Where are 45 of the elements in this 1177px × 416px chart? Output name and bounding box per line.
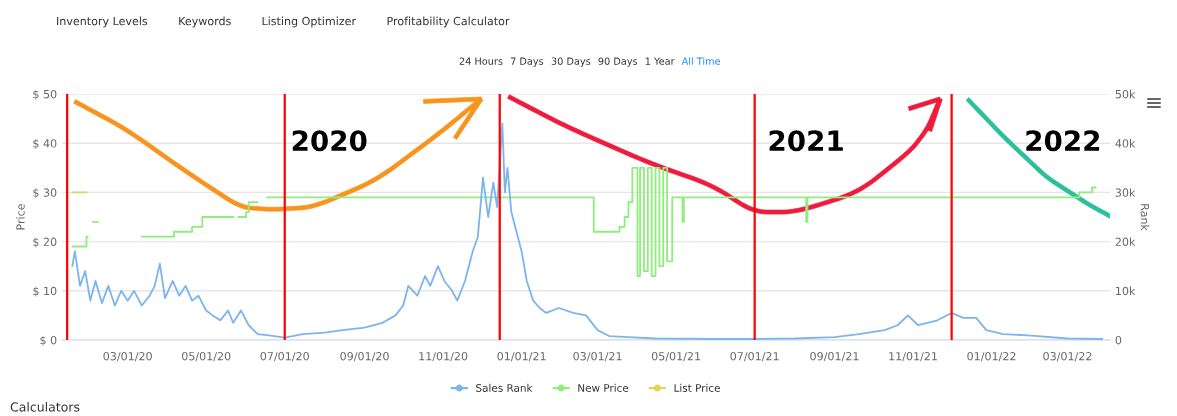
text: 90 Days bbox=[598, 57, 638, 67]
annotation: 2020 bbox=[292, 130, 367, 152]
x-tick-label: 03/01/21 bbox=[573, 352, 622, 362]
y2-tick-label: 0 bbox=[1115, 335, 1122, 345]
x-tick-label: 09/01/20 bbox=[340, 352, 389, 362]
y-axis-title: Price bbox=[16, 204, 25, 230]
x-tick-label: 11/01/21 bbox=[889, 352, 937, 362]
annotation: 2022 bbox=[1026, 130, 1100, 152]
y-tick-label: $ 0 bbox=[40, 335, 57, 346]
x-tick-label: 07/01/21 bbox=[730, 352, 779, 362]
line-series bbox=[71, 122, 1104, 340]
text: Keywords bbox=[179, 16, 231, 28]
text: 1 Year bbox=[645, 57, 675, 65]
y2-tick-label: 50k bbox=[1115, 89, 1136, 99]
text: Inventory Levels bbox=[57, 16, 148, 28]
y-tick-label: $ 30 bbox=[33, 188, 57, 199]
x-tick-label: 11/01/20 bbox=[419, 352, 468, 362]
y2-tick-label: 30k bbox=[1115, 188, 1136, 197]
x-tick-label: 05/01/21 bbox=[651, 352, 701, 362]
y-tick-label: $ 10 bbox=[33, 286, 57, 297]
y2-tick-label: 10k bbox=[1116, 286, 1136, 296]
y2-tick-label: 20k bbox=[1115, 237, 1136, 246]
text: Listing Optimizer bbox=[262, 16, 357, 28]
text: 7 Days bbox=[510, 57, 544, 67]
legend-label: List Price bbox=[674, 383, 720, 392]
x-tick-label: 01/01/22 bbox=[967, 352, 1016, 362]
x-tick-label: 07/01/20 bbox=[260, 352, 309, 362]
legend-label: New Price bbox=[578, 383, 629, 392]
text: All Time bbox=[681, 57, 721, 65]
annotation: 2021 bbox=[769, 130, 843, 152]
text: 30 Days bbox=[551, 57, 591, 67]
x-tick-label: 05/01/20 bbox=[181, 352, 231, 362]
y-tick-label: $ 50 bbox=[33, 89, 57, 100]
y2-axis-title: Rank bbox=[1140, 204, 1150, 231]
text: 24 Hours bbox=[459, 57, 503, 65]
text: Profitability Calculator bbox=[387, 16, 510, 28]
x-tick-label: 09/01/21 bbox=[810, 352, 859, 362]
y-tick-label: $ 40 bbox=[33, 138, 57, 150]
legend-label: Sales Rank bbox=[476, 383, 533, 392]
x-tick-label: 03/01/20 bbox=[103, 352, 152, 362]
x-tick-label: 03/01/22 bbox=[1043, 352, 1092, 362]
text: Calculators bbox=[10, 401, 80, 412]
y-tick-label: $ 20 bbox=[33, 237, 57, 248]
x-tick-label: 01/01/21 bbox=[497, 352, 546, 362]
y2-tick-label: 40k bbox=[1115, 138, 1136, 148]
